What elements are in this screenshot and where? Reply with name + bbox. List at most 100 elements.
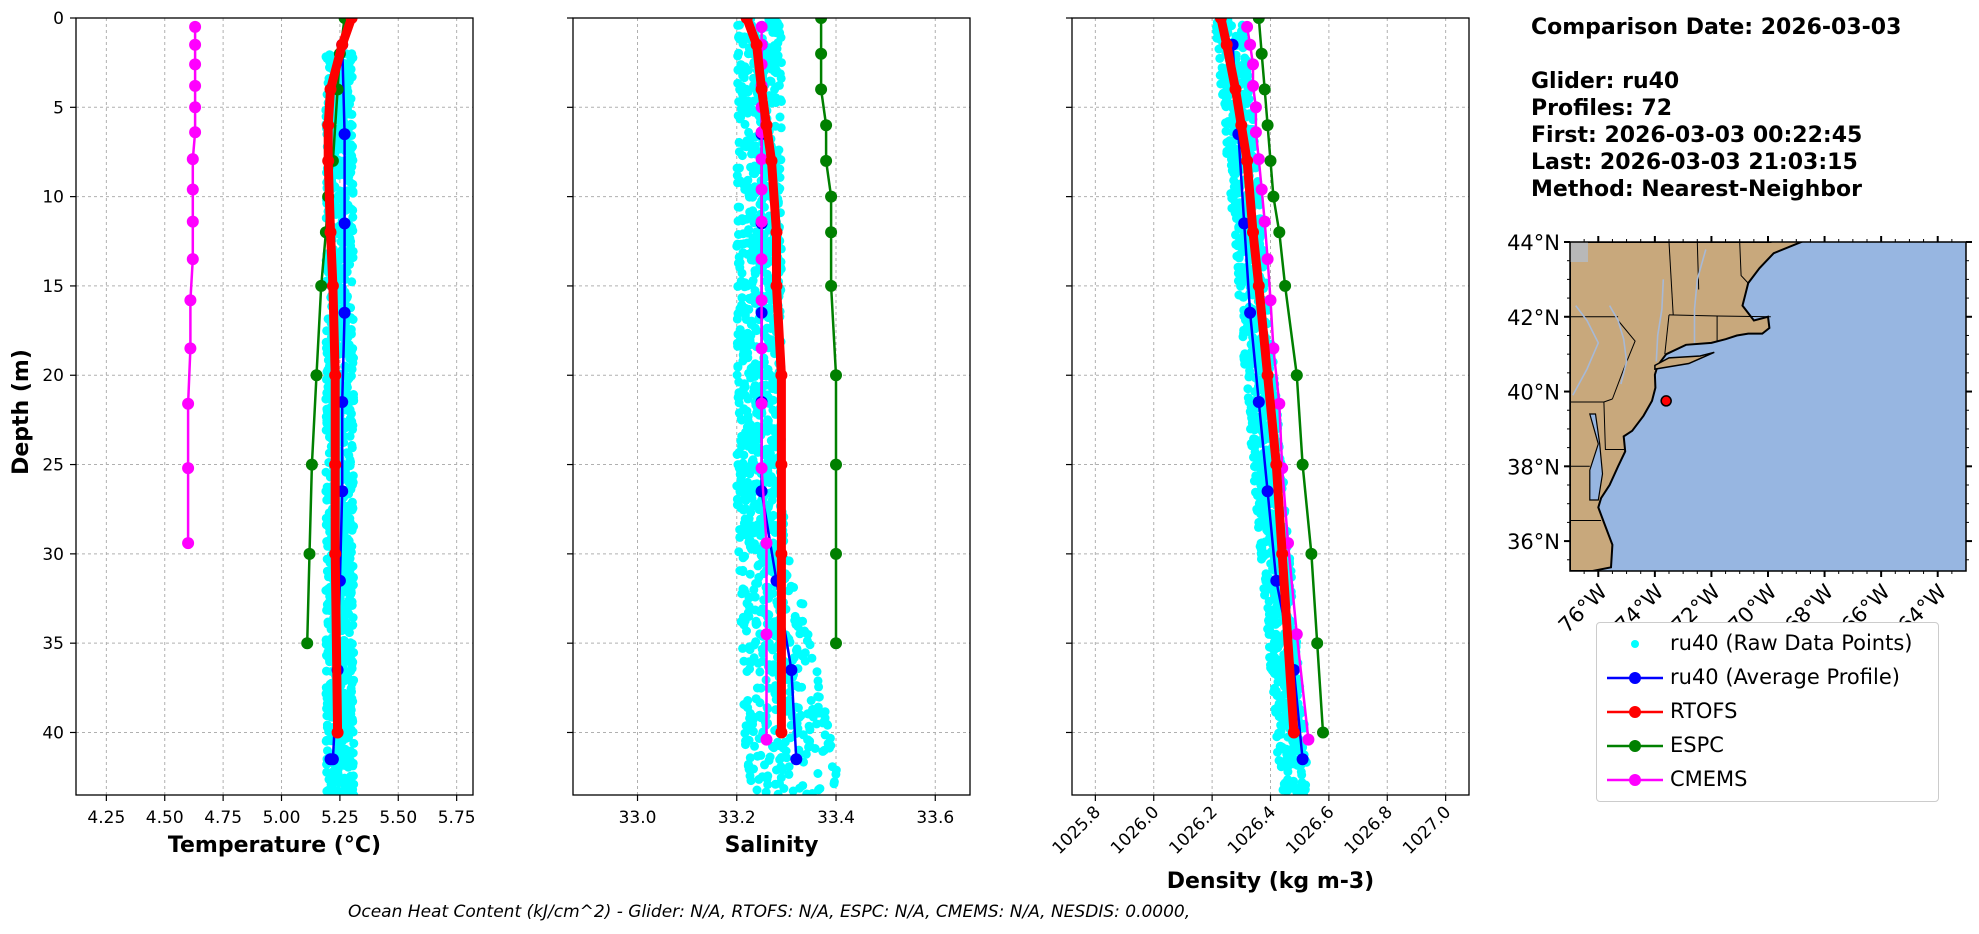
raw-point bbox=[343, 672, 353, 682]
raw-point bbox=[803, 709, 813, 719]
raw-point bbox=[747, 316, 757, 326]
raw-point bbox=[345, 155, 355, 165]
raw-point bbox=[1275, 729, 1285, 739]
raw-point bbox=[335, 255, 345, 265]
legend-item-rtofs: RTOFS bbox=[1597, 695, 1938, 729]
series-point bbox=[1296, 458, 1309, 471]
raw-point bbox=[346, 140, 356, 150]
raw-point bbox=[732, 171, 742, 180]
raw-point bbox=[336, 290, 346, 300]
series-point bbox=[755, 485, 768, 498]
raw-point bbox=[774, 80, 784, 90]
raw-point bbox=[798, 651, 808, 661]
map-corner-fill bbox=[1570, 242, 1588, 262]
series-point bbox=[755, 153, 768, 166]
raw-point bbox=[346, 547, 356, 557]
series-point bbox=[322, 119, 335, 132]
raw-point bbox=[735, 532, 745, 542]
raw-point bbox=[733, 361, 743, 371]
raw-point bbox=[739, 656, 749, 666]
raw-point bbox=[750, 323, 760, 333]
series-point bbox=[184, 342, 197, 355]
raw-point bbox=[818, 746, 828, 756]
raw-point bbox=[1227, 203, 1237, 213]
temperature-panel: 4.25 4.50 4.75 5.00 5.25 5.50 5.75 0 5 10 15 20 25 30… bbox=[42, 9, 475, 858]
raw-point bbox=[325, 691, 335, 701]
series-point bbox=[775, 726, 788, 739]
series-point bbox=[1255, 183, 1268, 196]
raw-point bbox=[746, 420, 756, 430]
raw-point bbox=[771, 93, 781, 103]
raw-point bbox=[747, 248, 756, 258]
raw-point bbox=[343, 534, 352, 544]
raw-point bbox=[755, 667, 765, 677]
raw-point bbox=[744, 611, 754, 621]
raw-point bbox=[736, 436, 746, 446]
raw-point bbox=[1278, 668, 1288, 678]
raw-point bbox=[332, 772, 342, 782]
raw-point bbox=[1297, 778, 1307, 788]
raw-point bbox=[333, 191, 343, 200]
raw-point bbox=[749, 96, 759, 106]
series-point bbox=[1249, 101, 1262, 114]
glider-position-marker bbox=[1660, 395, 1672, 407]
series-point bbox=[324, 753, 337, 766]
series-point bbox=[830, 637, 842, 650]
raw-point bbox=[767, 495, 777, 505]
raw-point bbox=[737, 100, 747, 110]
series-point bbox=[1261, 485, 1274, 498]
raw-point bbox=[747, 143, 757, 153]
legend-label-cmems: CMEMS bbox=[1670, 767, 1748, 791]
raw-point bbox=[740, 119, 750, 129]
series-point bbox=[1252, 279, 1265, 292]
series-point bbox=[1261, 253, 1274, 266]
raw-point bbox=[813, 702, 823, 712]
raw-point bbox=[738, 39, 748, 49]
raw-point bbox=[831, 765, 841, 775]
raw-point bbox=[1273, 618, 1283, 628]
raw-point bbox=[342, 383, 352, 392]
raw-point bbox=[1249, 452, 1259, 462]
raw-point bbox=[1264, 617, 1274, 627]
raw-point bbox=[744, 127, 754, 137]
raw-point bbox=[754, 774, 764, 784]
raw-point bbox=[740, 310, 750, 320]
raw-point bbox=[747, 544, 757, 554]
series-point bbox=[750, 38, 763, 51]
legend-swatch-cmems bbox=[1607, 774, 1663, 786]
raw-point bbox=[740, 514, 750, 524]
series-point bbox=[1317, 726, 1329, 739]
series-point bbox=[1244, 306, 1257, 319]
raw-point bbox=[807, 789, 817, 795]
coastline bbox=[1570, 242, 1804, 571]
raw-point bbox=[756, 683, 766, 693]
raw-point bbox=[756, 750, 766, 760]
raw-point bbox=[743, 228, 752, 238]
raw-point bbox=[1226, 189, 1236, 198]
series-point bbox=[1279, 279, 1292, 292]
river bbox=[1655, 279, 1665, 362]
x-tick-label: 1026.0 bbox=[1107, 802, 1163, 858]
x-axis-label: Salinity bbox=[725, 833, 819, 858]
raw-point bbox=[751, 694, 761, 704]
raw-point bbox=[748, 168, 758, 178]
raw-point bbox=[341, 205, 351, 215]
river bbox=[1572, 305, 1600, 396]
long-island bbox=[1654, 351, 1715, 370]
raw-point bbox=[1261, 549, 1271, 559]
raw-point bbox=[741, 740, 750, 750]
series-point bbox=[825, 226, 838, 239]
raw-point bbox=[734, 447, 744, 457]
raw-point bbox=[1273, 643, 1283, 653]
y-tick-label: 35 bbox=[42, 634, 64, 654]
series-point bbox=[1247, 79, 1259, 92]
raw-point bbox=[737, 151, 747, 161]
series-point bbox=[182, 537, 195, 550]
raw-point bbox=[1234, 290, 1244, 300]
raw-point bbox=[752, 240, 762, 250]
raw-point bbox=[347, 443, 357, 453]
series-point bbox=[1247, 226, 1259, 239]
raw-point bbox=[1243, 384, 1253, 394]
raw-point bbox=[322, 482, 332, 492]
raw-point bbox=[347, 475, 357, 485]
